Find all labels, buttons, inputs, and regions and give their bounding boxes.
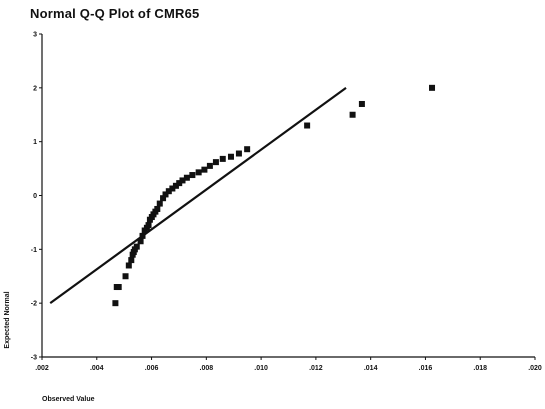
data-point — [349, 111, 356, 118]
data-point — [122, 273, 129, 280]
x-tick-label: .006 — [145, 365, 159, 372]
data-point — [137, 238, 144, 245]
data-point — [227, 153, 234, 160]
x-tick-label: .016 — [419, 365, 433, 372]
data-point — [429, 84, 436, 91]
reference-line-group — [49, 86, 347, 305]
data-point — [189, 172, 196, 179]
data-point — [165, 188, 172, 195]
y-tick-label: -1 — [31, 247, 37, 254]
x-tick-label: .002 — [35, 365, 49, 372]
reference-line — [49, 86, 347, 305]
x-tick-label: .010 — [254, 365, 268, 372]
data-point — [125, 262, 132, 269]
data-point — [112, 300, 119, 307]
data-point — [201, 166, 208, 173]
data-point — [235, 150, 242, 157]
data-point — [115, 284, 122, 291]
data-point — [128, 257, 135, 264]
data-point — [160, 195, 167, 202]
data-point — [156, 200, 163, 207]
y-tick-label: 1 — [33, 139, 37, 146]
data-point — [133, 243, 140, 250]
data-point — [358, 100, 365, 107]
y-tick-label: -3 — [31, 355, 37, 362]
chart-title: Normal Q-Q Plot of CMR65 — [30, 6, 200, 21]
data-point — [139, 232, 146, 239]
x-tick-label: .014 — [364, 365, 378, 372]
y-tick-label: 0 — [33, 193, 37, 200]
data-point — [183, 174, 190, 181]
y-tick-label: -2 — [31, 301, 37, 308]
ticks: -3 -2 -1 0 1 2 3 .002 .004 .006 .008 .010 .012 .014 .0… — [31, 32, 542, 373]
x-tick-label: .018 — [473, 365, 487, 372]
data-point — [179, 177, 186, 184]
data-point — [304, 122, 311, 129]
x-axis-label: Observed Value — [42, 396, 95, 403]
data-point — [219, 155, 226, 162]
x-tick-label: .020 — [528, 365, 542, 372]
data-point — [176, 180, 183, 187]
y-axis-label: Expected Normal — [4, 291, 11, 348]
data-points — [112, 84, 436, 307]
x-tick-label: .008 — [200, 365, 214, 372]
y-tick-label: 3 — [33, 32, 37, 39]
data-point — [169, 185, 176, 192]
data-point — [212, 159, 219, 166]
data-point — [154, 205, 161, 212]
data-point — [244, 146, 251, 153]
x-tick-label: .012 — [309, 365, 323, 372]
data-point — [172, 182, 179, 189]
data-point — [145, 222, 152, 229]
axes — [41, 34, 535, 358]
data-point — [162, 191, 169, 198]
y-tick-label: 2 — [33, 85, 37, 92]
data-point — [206, 162, 213, 169]
data-point — [195, 169, 202, 176]
x-tick-label: .004 — [90, 365, 104, 372]
